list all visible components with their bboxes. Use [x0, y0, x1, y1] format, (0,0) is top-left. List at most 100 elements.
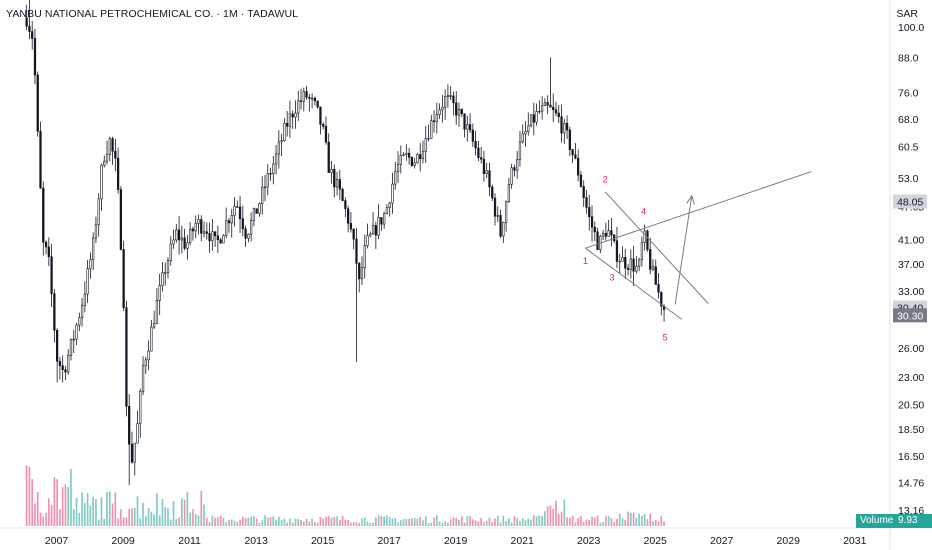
volume-bar — [397, 522, 399, 526]
volume-bar — [383, 516, 385, 526]
candle-body — [36, 74, 39, 132]
volume-bar — [264, 515, 266, 526]
volume-bar — [555, 500, 557, 526]
volume-bar — [424, 516, 427, 526]
volume-bar — [164, 506, 167, 526]
volume-bar — [433, 517, 435, 526]
candle-body — [291, 113, 294, 118]
candle-body — [153, 323, 156, 328]
volume-bar — [128, 508, 131, 526]
volume-bar — [580, 516, 582, 526]
volume-bar — [61, 487, 64, 526]
volume-bar — [618, 513, 621, 526]
volume-bar — [649, 513, 652, 526]
candle-body — [125, 307, 128, 407]
volume-bar — [613, 522, 616, 526]
candle-body — [521, 133, 524, 143]
volume-bar — [538, 515, 541, 526]
volume-bar — [289, 518, 291, 526]
pattern-drawings — [585, 171, 812, 320]
candle-body — [86, 268, 89, 295]
candle-body — [310, 97, 314, 100]
volume-bar — [593, 517, 596, 526]
candle-body — [430, 120, 433, 139]
candle-body — [97, 198, 100, 226]
volume-bar — [114, 492, 117, 526]
volume-bar — [369, 522, 372, 526]
price-tag — [893, 308, 927, 323]
candle-body — [136, 423, 139, 444]
volume-bar — [84, 502, 86, 526]
volume-bar — [363, 517, 366, 526]
candle-body — [175, 229, 178, 241]
candle-body — [543, 102, 547, 106]
volume-bar — [596, 515, 599, 526]
volume-bar — [455, 518, 458, 526]
candle-body — [327, 141, 330, 173]
candle-body — [161, 272, 164, 286]
candle-body — [513, 167, 516, 171]
candle-body — [105, 154, 109, 162]
volume-bar — [178, 517, 180, 526]
volume-bar — [657, 521, 660, 526]
volume-bar — [627, 511, 629, 526]
price-tick-label: 100.0 — [898, 22, 924, 34]
volume-bar — [632, 512, 635, 526]
candle-body — [352, 228, 355, 240]
volume-bar — [70, 468, 72, 526]
candle-body — [338, 179, 341, 190]
candle-body — [571, 149, 574, 156]
time-tick-label: 2009 — [111, 535, 135, 547]
candle-body — [629, 258, 632, 270]
candle-body — [640, 242, 644, 261]
candle-body — [410, 157, 414, 166]
volume-bar — [72, 509, 75, 526]
price-tick-label: 16.50 — [898, 451, 924, 463]
candle-body — [230, 215, 233, 224]
price-tick-label: 68.0 — [898, 114, 919, 126]
volume-bar — [172, 501, 175, 526]
time-tick-label: 2031 — [843, 535, 867, 547]
candle-body — [335, 179, 339, 188]
price-tick-label: 37.00 — [898, 259, 924, 271]
candle-body — [33, 38, 37, 76]
volume-bar — [358, 522, 361, 526]
time-tick-label: 2007 — [45, 535, 69, 547]
candle-body — [399, 155, 402, 165]
volume-bar — [205, 517, 208, 526]
volume-bar — [549, 505, 552, 526]
candle-body — [119, 189, 123, 250]
candle-body — [651, 266, 655, 270]
volume-bar — [521, 518, 524, 526]
volume-bar — [452, 517, 455, 526]
volume-bar — [89, 505, 92, 526]
volume-bar — [253, 516, 255, 526]
candle-body — [266, 173, 269, 188]
volume-bar — [241, 516, 244, 526]
volume-bar — [327, 516, 330, 526]
candle-body — [288, 113, 292, 127]
volume-bar — [255, 518, 258, 526]
volume-bar — [305, 519, 308, 526]
volume-bar — [466, 516, 469, 526]
candle-body — [621, 257, 624, 262]
volume-bar — [438, 521, 441, 526]
volume-bar — [47, 498, 50, 526]
candle-body — [435, 114, 438, 122]
candle-body — [568, 129, 571, 150]
volume-bar — [189, 512, 191, 526]
candle-body — [593, 226, 596, 233]
candle-body — [388, 202, 391, 208]
candle-body — [150, 326, 153, 352]
volume-bar — [120, 509, 122, 526]
candle-body — [371, 225, 375, 235]
candle-body — [94, 224, 98, 239]
price-tick-label: 18.50 — [898, 424, 924, 436]
volume-label[interactable]: Volume — [856, 514, 898, 528]
price-tick-label: 14.76 — [898, 478, 924, 490]
volume-bar — [588, 520, 591, 526]
candle-body — [385, 207, 389, 214]
volume-bar — [646, 519, 649, 526]
